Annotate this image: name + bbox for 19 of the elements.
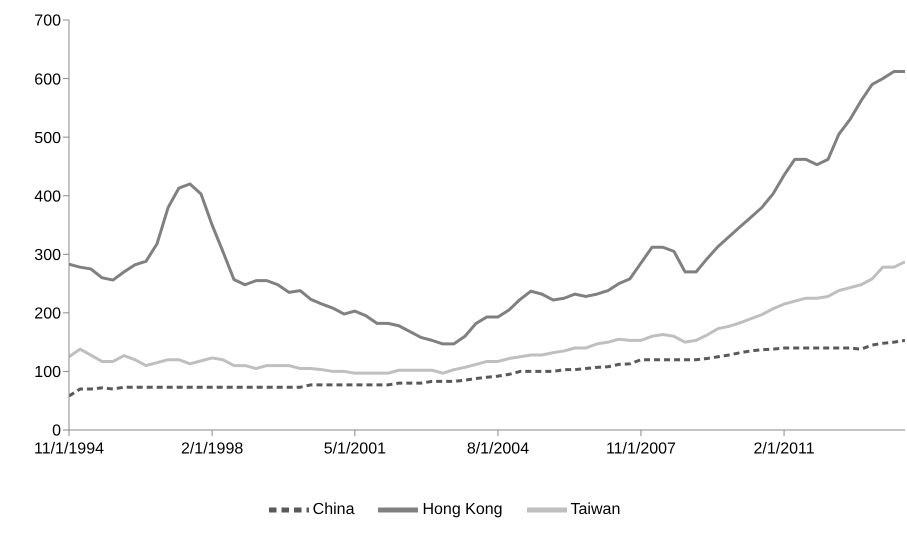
x-tick-label: 2/1/1998 xyxy=(180,440,244,458)
y-tick-label: 0 xyxy=(52,422,62,440)
x-tick-label: 11/1/1994 xyxy=(34,440,104,458)
y-tick-label: 700 xyxy=(34,12,62,30)
y-tick-label: 200 xyxy=(34,306,62,323)
legend-label: Hong Kong xyxy=(422,501,503,518)
y-tick-label: 100 xyxy=(34,364,62,382)
x-tick-label: 2/1/2011 xyxy=(754,440,815,458)
x-tick-label: 8/1/2004 xyxy=(466,440,530,458)
y-tick-label: 300 xyxy=(34,246,62,264)
y-tick-label: 500 xyxy=(34,130,62,147)
x-tick-label: 5/1/2001 xyxy=(324,440,386,458)
legend-label: Taiwan xyxy=(570,501,620,518)
legend-label: China xyxy=(312,501,354,518)
y-tick-label: 600 xyxy=(34,71,62,88)
y-tick-label: 400 xyxy=(34,188,62,206)
line-series xyxy=(69,260,905,375)
x-tick-label: 11/1/2007 xyxy=(606,440,676,458)
line-series xyxy=(69,338,905,398)
